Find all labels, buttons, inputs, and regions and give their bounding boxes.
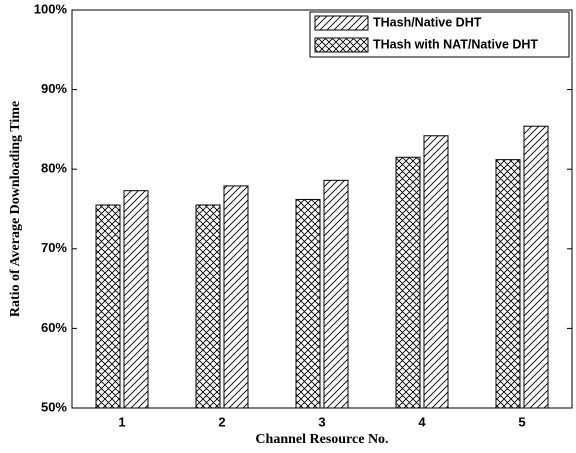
bar [495,159,521,409]
y-tick-label: 100% [34,1,68,16]
bar [423,135,449,409]
y-axis-label: Ratio of Average Downloading Time [8,101,23,317]
y-tick-label: 90% [41,81,67,96]
legend-label: THash with NAT/Native DHT [373,37,538,51]
y-tick-label: 80% [41,161,67,176]
x-tick-label: 3 [318,414,325,429]
bar [295,198,321,409]
x-tick-label: 1 [118,414,125,429]
x-tick-label: 2 [218,414,225,429]
plot-frame [71,9,573,409]
x-tick-label: 4 [418,414,426,429]
bar [523,125,549,409]
bar [395,156,421,409]
y-tick-label: 60% [41,320,67,335]
bar [195,204,221,409]
bar [123,190,149,409]
y-tick-label: 70% [41,240,67,255]
legend-label: THash/Native DHT [373,15,482,29]
legend-swatch [314,15,369,31]
bar [223,185,249,409]
x-axis-label: Channel Resource No. [255,432,388,447]
bar [323,179,349,409]
y-tick-label: 50% [41,399,67,414]
bar [95,204,121,409]
x-tick-label: 5 [518,414,525,429]
legend-swatch [314,37,369,53]
